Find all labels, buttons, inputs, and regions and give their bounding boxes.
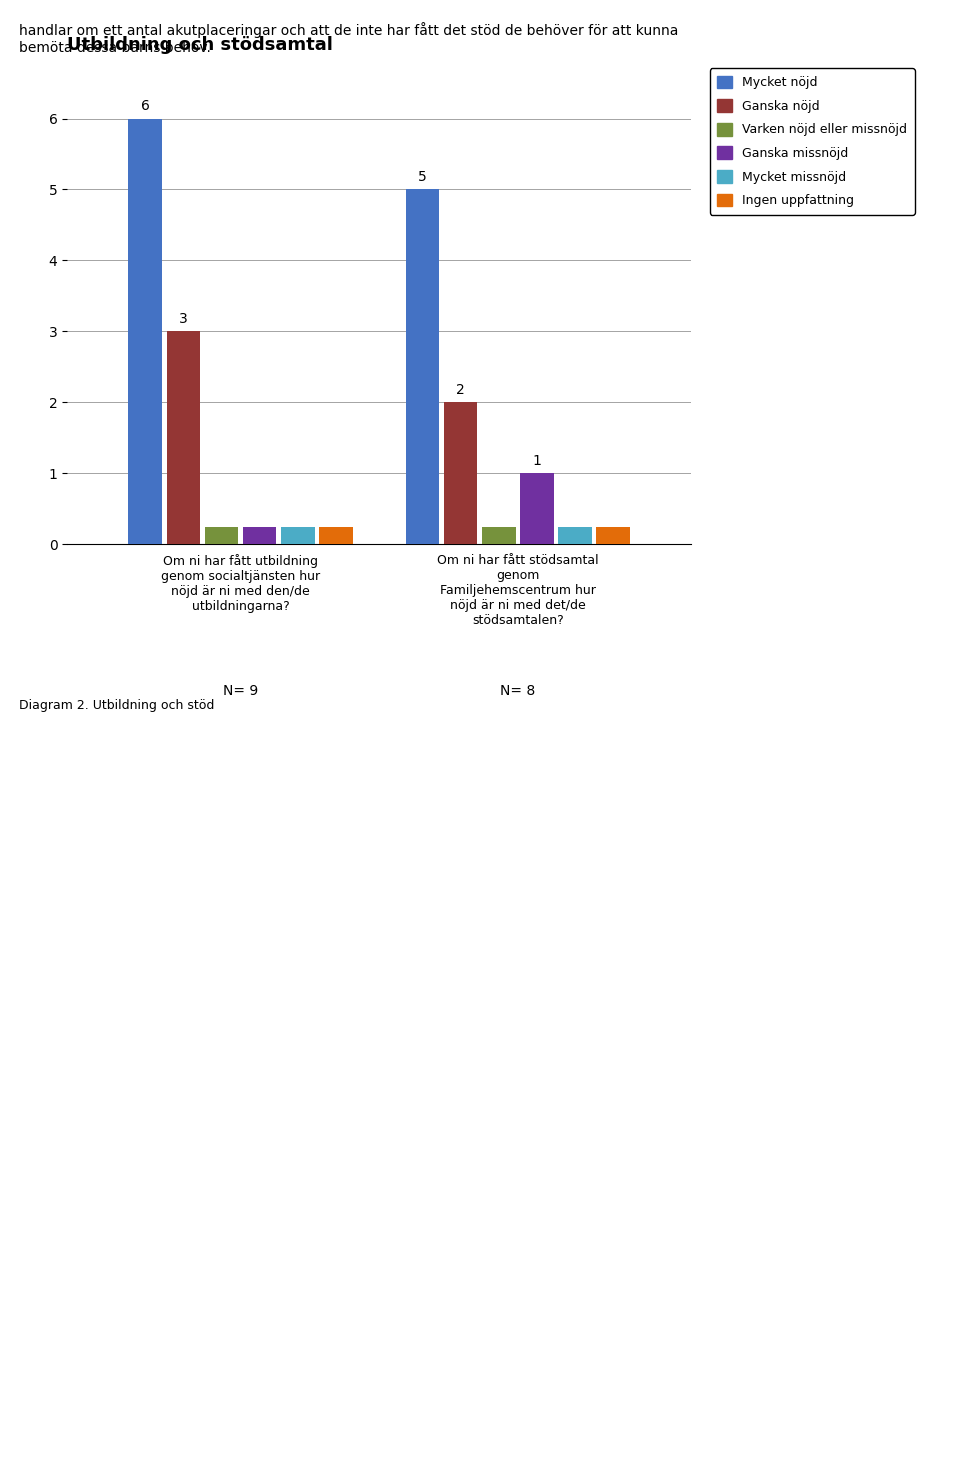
Legend: Mycket nöjd, Ganska nöjd, Varken nöjd eller missnöjd, Ganska missnöjd, Mycket mi: Mycket nöjd, Ganska nöjd, Varken nöjd el…	[710, 68, 915, 215]
Bar	[243, 527, 276, 544]
Text: 2: 2	[456, 382, 465, 397]
Bar	[129, 119, 162, 544]
Text: 6: 6	[141, 99, 150, 113]
Text: Diagram 2. Utbildning och stöd: Diagram 2. Utbildning och stöd	[19, 699, 215, 712]
Bar	[482, 527, 516, 544]
Text: Utbildning och stödsamtal: Utbildning och stödsamtal	[67, 37, 333, 54]
Text: handlar om ett antal akutplaceringar och att de inte har fått det stöd de behöve: handlar om ett antal akutplaceringar och…	[19, 22, 679, 38]
Bar	[204, 527, 238, 544]
Bar	[596, 527, 630, 544]
Text: N= 8: N= 8	[500, 684, 536, 699]
Text: bemöta dessa barns behov.: bemöta dessa barns behov.	[19, 41, 211, 56]
Text: 3: 3	[179, 312, 188, 325]
Bar	[319, 527, 352, 544]
Text: 1: 1	[533, 453, 541, 468]
Bar	[281, 527, 315, 544]
Bar	[444, 403, 477, 544]
Text: 5: 5	[419, 169, 427, 184]
Bar	[520, 474, 554, 544]
Bar	[559, 527, 592, 544]
Bar	[166, 331, 200, 544]
Text: N= 9: N= 9	[223, 684, 258, 699]
Bar	[406, 190, 440, 544]
